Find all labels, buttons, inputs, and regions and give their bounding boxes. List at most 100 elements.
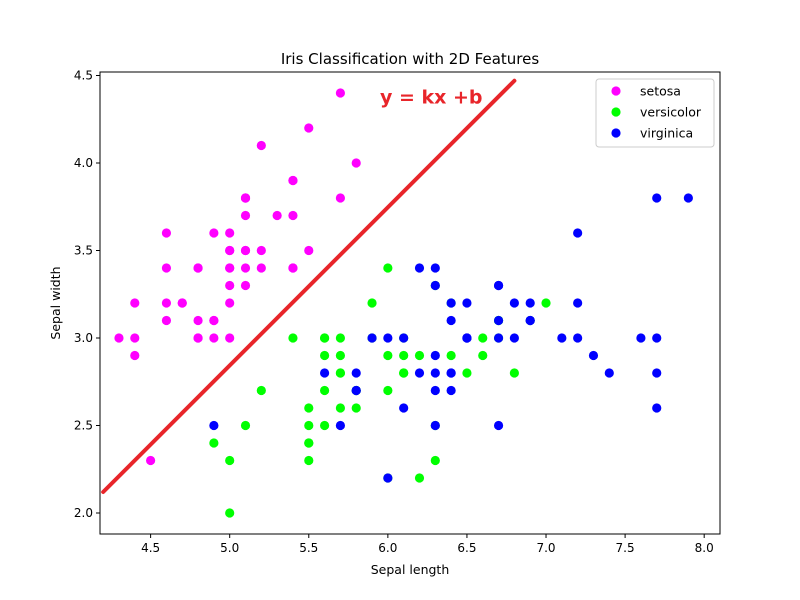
point-virginica-33 <box>430 368 440 378</box>
point-versicolor-45 <box>335 333 346 343</box>
point-virginica-44 <box>493 280 504 291</box>
point-virginica-11 <box>446 385 456 396</box>
point-virginica-2 <box>557 333 567 343</box>
point-virginica-38 <box>383 333 393 343</box>
point-virginica-19 <box>383 473 393 483</box>
point-setosa-49 <box>225 280 235 291</box>
point-setosa-1 <box>209 333 219 343</box>
point-setosa-42 <box>130 298 140 308</box>
point-versicolor-8 <box>478 350 488 361</box>
point-setosa-34 <box>209 315 219 326</box>
point-versicolor-20 <box>367 298 377 308</box>
point-setosa-46 <box>240 193 251 203</box>
point-virginica-7 <box>588 350 599 361</box>
point-versicolor-44 <box>319 385 330 396</box>
point-virginica-45 <box>493 333 504 343</box>
point-setosa-47 <box>161 298 172 308</box>
legend-marker-setosa <box>611 86 621 96</box>
point-virginica-3 <box>430 350 440 361</box>
point-versicolor-4 <box>462 368 472 378</box>
line-equation-annotation: y = kx +b <box>380 87 483 109</box>
point-virginica-43 <box>509 298 519 308</box>
point-setosa-27 <box>256 245 266 256</box>
plot-frame <box>99 71 721 535</box>
point-setosa-22 <box>161 228 172 238</box>
point-virginica-42 <box>351 385 361 396</box>
point-versicolor-47 <box>414 350 425 361</box>
x-tick-label: 7.5 <box>616 541 635 555</box>
point-setosa-17 <box>240 245 251 256</box>
x-tick-label: 8.0 <box>695 541 714 555</box>
point-versicolor-7 <box>209 438 219 448</box>
point-virginica-32 <box>446 368 456 378</box>
legend-box <box>595 78 715 148</box>
legend-marker-versicolor <box>611 107 621 117</box>
point-setosa-37 <box>209 228 219 238</box>
point-virginica-37 <box>446 315 456 326</box>
point-setosa-41 <box>146 455 156 466</box>
point-versicolor-39 <box>304 420 314 431</box>
point-versicolor-31 <box>304 438 314 448</box>
point-virginica-34 <box>399 403 409 413</box>
y-tick-label: 4.5 <box>74 69 93 83</box>
point-versicolor-28 <box>383 350 393 361</box>
point-setosa-16 <box>288 175 298 186</box>
decision-line <box>101 78 517 494</box>
y-tick-label: 3.0 <box>74 331 93 345</box>
data-points <box>114 88 693 518</box>
point-setosa-26 <box>225 263 235 273</box>
point-setosa-21 <box>240 210 251 221</box>
point-setosa-28 <box>256 263 266 273</box>
legend-label-virginica: virginica <box>640 126 693 141</box>
point-versicolor-18 <box>414 473 425 483</box>
point-virginica-15 <box>446 298 456 308</box>
point-versicolor-3 <box>304 455 314 466</box>
point-setosa-13 <box>114 333 124 343</box>
point-virginica-5 <box>636 333 646 343</box>
point-virginica-49 <box>367 333 377 343</box>
point-versicolor-26 <box>509 368 519 378</box>
point-setosa-45 <box>193 333 203 343</box>
point-setosa-38 <box>130 333 140 343</box>
point-versicolor-37 <box>430 455 440 466</box>
point-setosa-29 <box>177 298 187 308</box>
point-versicolor-29 <box>335 403 346 413</box>
point-versicolor-23 <box>399 368 409 378</box>
point-setosa-33 <box>304 123 314 133</box>
point-versicolor-0 <box>541 298 551 308</box>
point-versicolor-43 <box>225 455 235 466</box>
point-versicolor-46 <box>335 350 346 361</box>
point-virginica-36 <box>430 263 440 273</box>
point-virginica-21 <box>319 368 330 378</box>
legend: setosa versicolor virginica <box>595 78 715 148</box>
legend-label-versicolor: versicolor <box>640 105 702 120</box>
point-versicolor-19 <box>319 420 330 431</box>
point-versicolor-9 <box>256 385 266 396</box>
point-versicolor-40 <box>304 403 314 413</box>
x-tick-label: 6.0 <box>378 541 397 555</box>
point-setosa-39 <box>240 263 251 273</box>
chart-title: Iris Classification with 2D Features <box>281 50 539 68</box>
x-tick-label: 5.0 <box>220 541 239 555</box>
point-setosa-6 <box>161 263 172 273</box>
point-virginica-0 <box>430 280 440 291</box>
y-tick-label: 2.5 <box>74 419 93 433</box>
x-tick-label: 6.5 <box>457 541 476 555</box>
y-tick-label: 4.0 <box>74 156 93 170</box>
point-virginica-13 <box>335 420 346 431</box>
point-virginica-14 <box>351 368 361 378</box>
point-virginica-29 <box>573 333 583 343</box>
legend-label-setosa: setosa <box>640 84 681 99</box>
point-setosa-25 <box>225 333 235 343</box>
x-axis-ticks: 4.5 5.0 5.5 6.0 6.5 7.0 7.5 8.0 <box>141 534 714 555</box>
point-setosa-24 <box>193 263 203 273</box>
legend-marker-virginica <box>611 128 621 138</box>
point-versicolor-33 <box>383 385 393 396</box>
point-setosa-23 <box>240 280 251 291</box>
point-virginica-12 <box>509 333 519 343</box>
point-setosa-10 <box>288 210 298 221</box>
point-setosa-32 <box>256 140 266 151</box>
point-virginica-20 <box>525 298 535 308</box>
point-virginica-47 <box>462 333 472 343</box>
point-setosa-4 <box>225 228 235 238</box>
